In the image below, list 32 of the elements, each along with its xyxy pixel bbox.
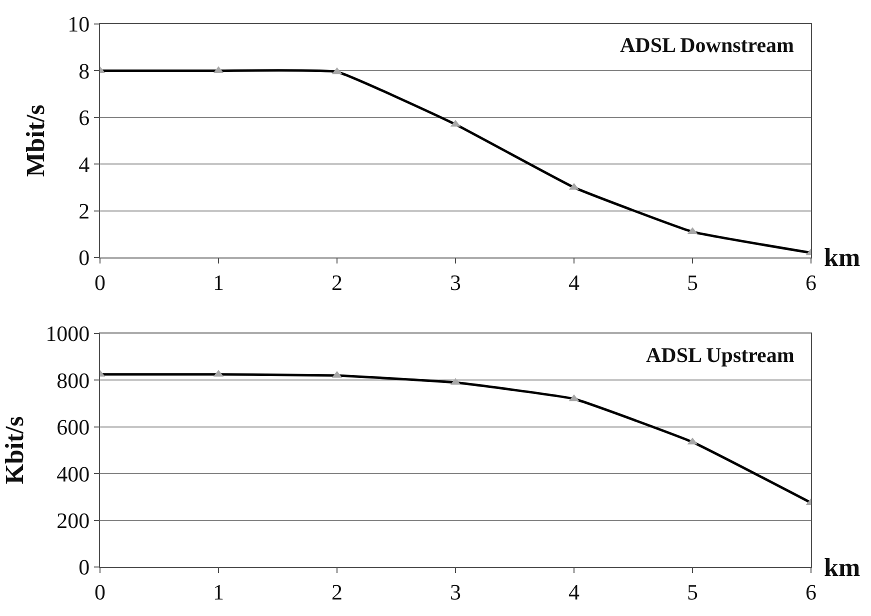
x-axis-title: km [824, 553, 860, 582]
x-tick-label: 4 [568, 579, 580, 604]
x-tick-label: 1 [213, 579, 224, 604]
x-tick-label: 0 [94, 579, 106, 604]
x-tick-label: 5 [687, 270, 698, 295]
y-tick-label: 200 [56, 508, 90, 533]
y-axis-title: Mbit/s [21, 104, 50, 177]
x-tick-label: 3 [450, 579, 461, 604]
y-tick-label: 0 [78, 245, 90, 270]
y-tick-label: 400 [56, 461, 90, 486]
y-tick-label: 10 [68, 12, 90, 37]
chart-title: ADSL Downstream [620, 33, 795, 57]
x-tick-label: 4 [568, 270, 580, 295]
x-tick-label: 3 [450, 270, 461, 295]
y-axis-title: Kbit/s [0, 416, 29, 484]
y-tick-label: 800 [56, 368, 90, 393]
x-tick-label: 6 [806, 579, 816, 604]
x-tick-label: 1 [213, 270, 224, 295]
y-tick-label: 4 [78, 152, 90, 177]
y-tick-label: 1000 [46, 321, 90, 346]
x-tick-label: 6 [806, 270, 816, 295]
y-tick-label: 6 [78, 105, 90, 130]
x-tick-label: 5 [687, 579, 698, 604]
x-tick-label: 0 [94, 270, 106, 295]
x-tick-label: 2 [332, 579, 342, 604]
y-tick-label: 8 [78, 58, 90, 84]
x-tick-label: 2 [332, 270, 342, 295]
y-tick-label: 0 [78, 554, 90, 580]
y-tick-label: 600 [56, 414, 90, 440]
x-axis-title: km [824, 243, 860, 272]
text: ADSL Upstream [646, 343, 795, 367]
y-tick-label: 2 [78, 198, 90, 224]
